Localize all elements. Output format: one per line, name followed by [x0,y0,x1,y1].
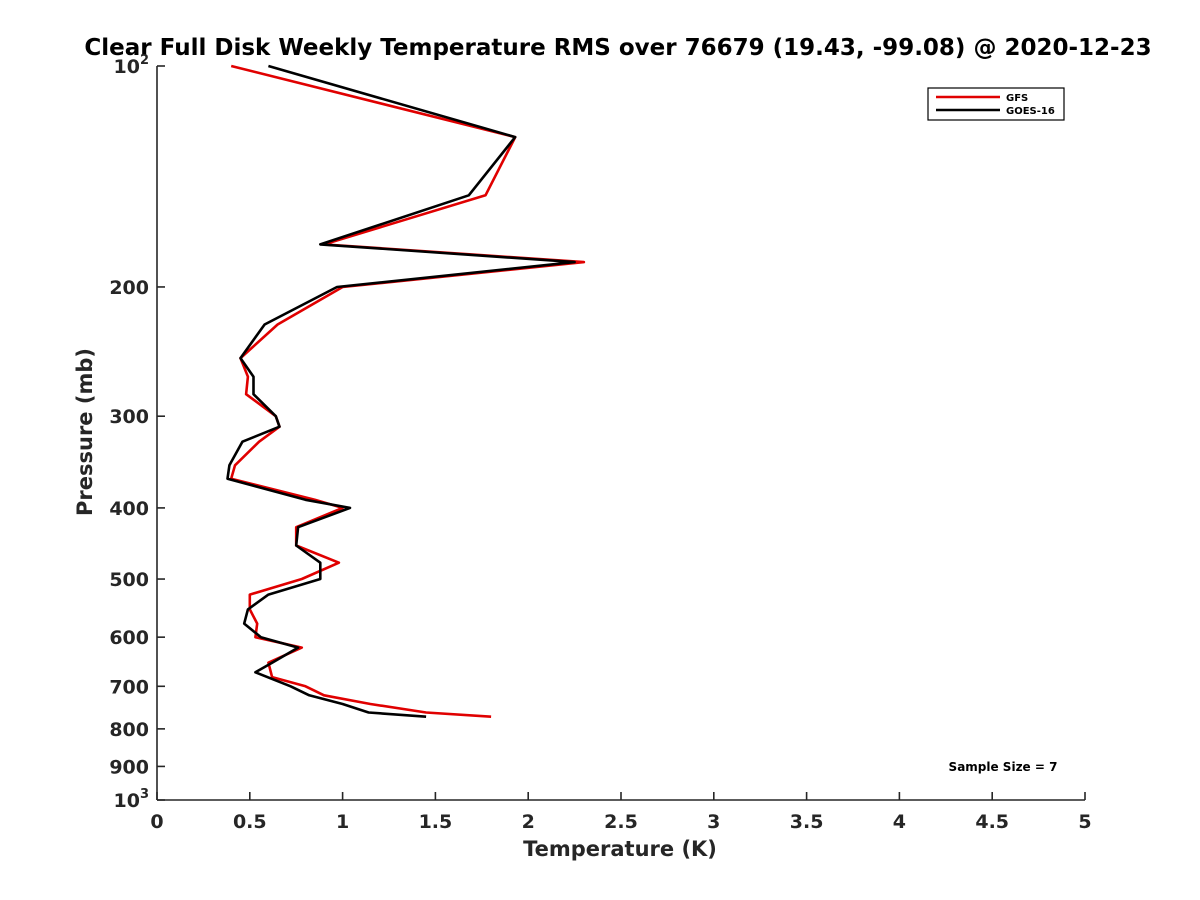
x-tick-label: 2 [522,811,535,833]
y-axis-ticks: 102 200 300 400 500 600 700 800 900 103 [109,53,165,812]
x-tick-label: 3.5 [790,811,824,833]
x-tick-label: 1 [336,811,349,833]
x-tick-label: 1.5 [419,811,453,833]
x-tick-label: 2.5 [604,811,638,833]
y-tick-label: 102 [114,53,150,78]
y-tick-label: 600 [109,627,149,649]
x-tick-label: 5 [1078,811,1091,833]
y-tick-label: 800 [109,719,149,741]
x-axis-ticks: 0 0.5 1 1.5 2 2.5 3 3.5 4 4.5 5 [150,792,1092,833]
x-tick-label: 0.5 [233,811,267,833]
sample-size-annotation: Sample Size = 7 [949,760,1058,774]
y-tick-label: 200 [109,277,149,299]
x-tick-label: 4 [893,811,906,833]
y-tick-label: 400 [109,498,149,520]
y-axis-label: Pressure (mb) [73,348,97,516]
x-axis-label: Temperature (K) [523,837,717,861]
series-line-0 [229,64,586,718]
x-tick-label: 0 [150,811,163,833]
y-tick-label: 500 [109,569,149,591]
chart-title: Clear Full Disk Weekly Temperature RMS o… [84,35,1151,61]
legend-label: GOES-16 [1006,106,1055,117]
x-tick-label: 4.5 [975,811,1009,833]
legend: GFS GOES-16 [927,87,1065,121]
x-tick-label: 3 [707,811,720,833]
y-tick-label: 900 [109,756,149,778]
series-line-1 [226,64,576,718]
legend-box [927,87,1065,121]
y-tick-label: 300 [109,406,149,428]
legend-label: GFS [1006,93,1028,104]
plot-lines [226,64,586,718]
y-tick-label: 700 [109,676,149,698]
y-tick-label: 103 [114,787,150,812]
